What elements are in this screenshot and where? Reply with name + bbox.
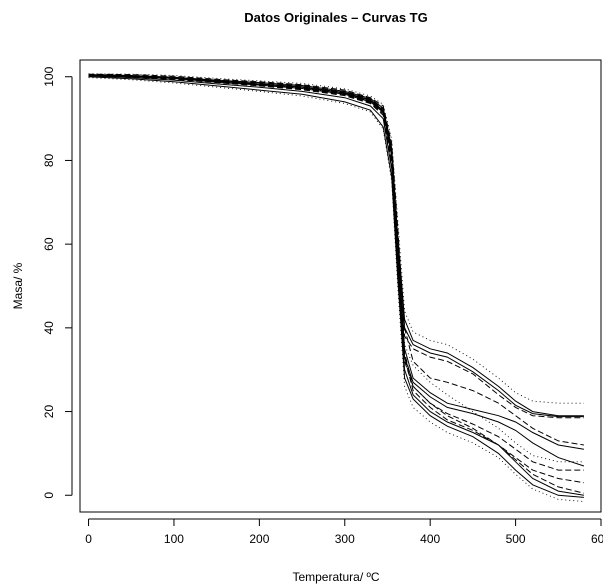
- series-line-11: [88, 75, 584, 484]
- y-axis: 0 20 40 60 80 100: [42, 66, 73, 499]
- series-line-3: [88, 75, 584, 496]
- y-tick-label-80: 80: [42, 153, 56, 167]
- y-axis-title: Masa/ %: [11, 262, 25, 309]
- series-line-14: [88, 75, 584, 463]
- x-axis-title: Temperatura/ ºC: [292, 570, 379, 584]
- y-tick-label-100: 100: [42, 66, 56, 86]
- series-line-10: [88, 75, 584, 419]
- series-line-13: [88, 77, 584, 502]
- x-tick-label-400: 400: [420, 532, 440, 546]
- series-line-4: [88, 76, 584, 498]
- series-layer: [88, 73, 585, 502]
- x-axis: 0 100 200 300 400 500 600: [85, 518, 603, 546]
- x-tick-label-200: 200: [249, 532, 269, 546]
- x-tick-label-0: 0: [85, 532, 92, 546]
- series-line-6: [88, 74, 584, 418]
- series-line-9: [88, 74, 585, 494]
- y-tick-label-40: 40: [42, 321, 56, 335]
- x-tick-label-300: 300: [335, 532, 355, 546]
- y-tick-label-0: 0: [42, 492, 56, 499]
- series-line-8: [88, 74, 584, 471]
- x-tick-label-500: 500: [506, 532, 526, 546]
- chart-title: Datos Originales – Curvas TG: [244, 10, 428, 25]
- plot-frame: [79, 59, 602, 513]
- series-line-5: [88, 74, 584, 417]
- x-tick-label-600: 600: [591, 532, 603, 546]
- series-line-2: [88, 75, 585, 467]
- series-line-1: [88, 75, 584, 450]
- series-line-12: [88, 73, 584, 404]
- x-tick-label-100: 100: [164, 532, 184, 546]
- series-line-7: [88, 73, 584, 446]
- y-tick-label-60: 60: [42, 237, 56, 251]
- y-tick-label-20: 20: [42, 405, 56, 419]
